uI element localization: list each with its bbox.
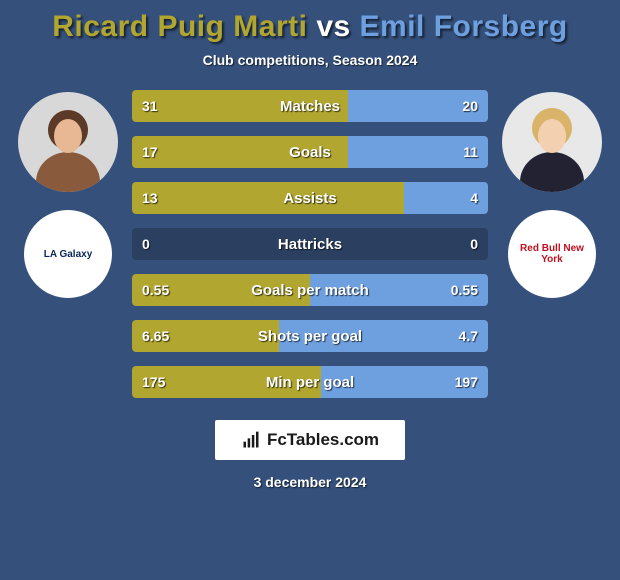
- stat-bar: 00Hattricks: [132, 228, 488, 260]
- stat-fill-right: [321, 366, 488, 398]
- stat-bar: 175197Min per goal: [132, 366, 488, 398]
- title-player-left: Ricard Puig Marti: [52, 10, 307, 43]
- footer: FcTables.com 3 december 2024: [0, 420, 620, 490]
- person-icon: [502, 92, 602, 192]
- stat-fill-left: [132, 90, 348, 122]
- stats-column: 3120Matches 1711Goals 134Assists 00Hattrick…: [132, 90, 488, 398]
- stat-bar: 6.654.7Shots per goal: [132, 320, 488, 352]
- left-club-label: LA Galaxy: [40, 245, 97, 264]
- stat-fill-right: [279, 320, 488, 352]
- right-club-label: Red Bull New York: [508, 239, 596, 269]
- stat-bar: 0.550.55Goals per match: [132, 274, 488, 306]
- person-icon: [18, 92, 118, 192]
- date-line: 3 december 2024: [254, 474, 367, 490]
- title-player-right: Emil Forsberg: [360, 10, 568, 43]
- left-player-avatar: [18, 92, 118, 192]
- chart-icon: [241, 430, 261, 450]
- stat-fill-right: [348, 136, 488, 168]
- stat-bar-track: [132, 228, 488, 260]
- stat-fill-left: [132, 182, 404, 214]
- content-wrapper: Ricard Puig Marti vs Emil Forsberg Club …: [0, 0, 620, 490]
- stat-fill-left: [132, 274, 310, 306]
- subtitle: Club competitions, Season 2024: [0, 52, 620, 68]
- stat-fill-right: [404, 182, 488, 214]
- right-column: Red Bull New York: [500, 90, 604, 298]
- main-row: LA Galaxy 3120Matches 1711Goals 134Assists…: [0, 90, 620, 398]
- right-player-avatar: [502, 92, 602, 192]
- comparison-title: Ricard Puig Marti vs Emil Forsberg: [0, 10, 620, 44]
- brand-text: FcTables.com: [267, 430, 379, 450]
- stat-fill-left: [132, 320, 279, 352]
- stat-bar: 1711Goals: [132, 136, 488, 168]
- stat-fill-right: [310, 274, 488, 306]
- brand-badge: FcTables.com: [215, 420, 405, 460]
- right-club-badge: Red Bull New York: [508, 210, 596, 298]
- stat-fill-right: [348, 90, 488, 122]
- stat-bar: 134Assists: [132, 182, 488, 214]
- stat-bar: 3120Matches: [132, 90, 488, 122]
- left-column: LA Galaxy: [16, 90, 120, 298]
- left-club-badge: LA Galaxy: [24, 210, 112, 298]
- title-vs: vs: [316, 10, 350, 43]
- stat-fill-left: [132, 366, 321, 398]
- stat-fill-left: [132, 136, 348, 168]
